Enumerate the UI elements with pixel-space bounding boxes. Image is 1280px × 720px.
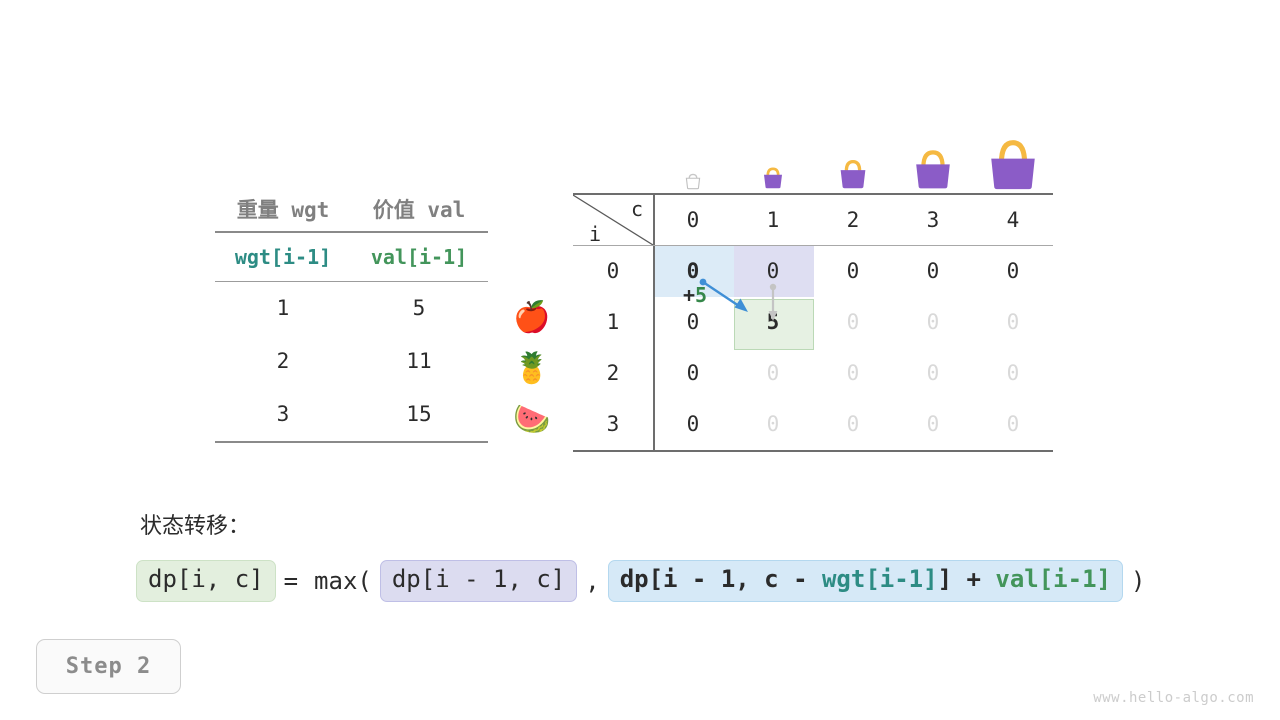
dp-cell-2-3: 0: [926, 361, 940, 385]
state-transition-title: 状态转移：: [140, 514, 251, 539]
watermelon-icon: 🍉: [513, 402, 551, 437]
dp-cell-2-4: 0: [1006, 361, 1020, 385]
formula-close-paren: ): [1130, 566, 1146, 595]
formula-max-open: max(: [314, 566, 372, 595]
subheader-wgt-expr: wgt[i-1]: [234, 245, 332, 269]
cell-value-1: 5: [412, 296, 426, 320]
dp-cell-0-2: 0: [846, 259, 860, 283]
formula-take-val: val[i-1]: [995, 565, 1111, 593]
items-header-row: 重量 wgt 价值 val: [215, 192, 488, 231]
dp-axis-label-i: i: [589, 222, 602, 246]
formula-comma: ,: [585, 566, 600, 595]
dp-cell-2-1: 0: [766, 361, 780, 385]
bag-icon-capacity-2: [813, 154, 893, 192]
table-row: 1 5: [215, 282, 488, 335]
dp-cell-0-3: 0: [926, 259, 940, 283]
dp-cell-0-4: 0: [1006, 259, 1020, 283]
dp-col-header-4: 4: [1006, 208, 1020, 232]
formula-option-skip: dp[i - 1, c]: [379, 560, 578, 602]
bag-capacity-icons: [653, 120, 1053, 192]
dp-axis-label-c: c: [630, 197, 643, 221]
dp-corner-cell: c i: [573, 195, 653, 246]
dp-cell-3-3: 0: [926, 412, 940, 436]
dp-cell-1-0: 0: [686, 310, 700, 334]
dp-cell-2-2: 0: [846, 361, 860, 385]
dp-cell-0-0: 0: [686, 259, 700, 283]
table-rule-bottom: [215, 441, 488, 443]
dp-row-2: 2 0 0 0 0 0: [573, 348, 1053, 399]
dp-row-header-3: 3: [606, 412, 620, 436]
bag-icon-capacity-0: [653, 170, 733, 192]
dp-row-header-1: 1: [606, 310, 620, 334]
cell-weight-1: 1: [276, 296, 290, 320]
dp-row-header-0: 0: [606, 259, 620, 283]
cell-weight-3: 3: [276, 402, 290, 426]
cell-weight-2: 2: [276, 349, 290, 373]
table-row: 3 15: [215, 388, 488, 441]
dp-rule-bottom: [573, 450, 1053, 452]
formula-take-mid: ] +: [937, 565, 996, 593]
dp-col-header-1: 1: [766, 208, 780, 232]
dp-vertical-separator-body: [653, 246, 655, 450]
dp-cell-1-4: 0: [1006, 310, 1020, 334]
dp-cell-3-0: 0: [686, 412, 700, 436]
bag-icon-capacity-4: [973, 134, 1053, 192]
dp-matrix: c i 0 1 2 3 4 0 0 0 0: [573, 193, 1053, 452]
dp-cell-1-3: 0: [926, 310, 940, 334]
dp-rule-mid: [573, 245, 1053, 246]
formula-equals: =: [283, 566, 299, 595]
table-rule-top: [215, 231, 488, 233]
bag-icon-capacity-1: [733, 162, 813, 192]
dp-row-header-2: 2: [606, 361, 620, 385]
table-rule-mid: [215, 281, 488, 282]
items-subheader-row: wgt[i-1] val[i-1]: [215, 233, 488, 281]
dp-header-row: c i 0 1 2 3 4: [573, 195, 1053, 246]
dp-cell-3-2: 0: [846, 412, 860, 436]
dp-row-1: 1 0 5 0 0 0: [573, 297, 1053, 348]
dp-cell-1-2: 0: [846, 310, 860, 334]
dp-col-header-0: 0: [686, 208, 700, 232]
dp-col-header-2: 2: [846, 208, 860, 232]
dp-cell-0-1: 0: [766, 259, 780, 283]
dp-rule-top: [573, 193, 1053, 195]
dp-cell-3-1: 0: [766, 412, 780, 436]
formula-take-wgt: wgt[i-1]: [821, 565, 938, 593]
weight-value-table: 重量 wgt 价值 val wgt[i-1] val[i-1] 1 5 2 11…: [215, 192, 488, 443]
dp-body: 0 0 0 0 0 0 1 0 5 0 0 0: [573, 246, 1053, 450]
table-row: 2 11: [215, 335, 488, 388]
formula-target: dp[i, c]: [136, 560, 276, 602]
bag-icon-capacity-3: [893, 144, 973, 192]
cell-value-3: 15: [406, 402, 432, 426]
dp-cell-2-0: 0: [686, 361, 700, 385]
watermark: www.hello-algo.com: [1093, 690, 1254, 706]
apple-icon: 🍎: [513, 300, 551, 335]
dp-cell-3-4: 0: [1006, 412, 1020, 436]
dp-row-0: 0 0 0 0 0 0: [573, 246, 1053, 297]
pineapple-icon: 🍍: [513, 351, 551, 386]
dp-cell-1-1: 5: [766, 310, 780, 334]
dp-column-headers: 0 1 2 3 4: [653, 195, 1053, 245]
subheader-val-expr: val[i-1]: [370, 245, 468, 269]
formula-option-take: dp[i - 1, c - wgt[i-1]] + val[i-1]: [607, 560, 1123, 602]
corner-diagonal-line: [573, 195, 653, 245]
dp-vertical-separator: [653, 195, 655, 245]
dp-col-header-3: 3: [926, 208, 940, 232]
dp-row-3: 3 0 0 0 0 0: [573, 399, 1053, 450]
header-value: 价值 val: [372, 198, 466, 222]
step-badge: Step 2: [36, 639, 181, 694]
formula-take-head: dp[i - 1, c -: [619, 565, 822, 593]
header-weight: 重量 wgt: [236, 198, 330, 222]
state-transition-formula: dp[i, c] = max( dp[i - 1, c] , dp[i - 1,…: [136, 560, 1153, 602]
cell-value-2: 11: [406, 349, 432, 373]
